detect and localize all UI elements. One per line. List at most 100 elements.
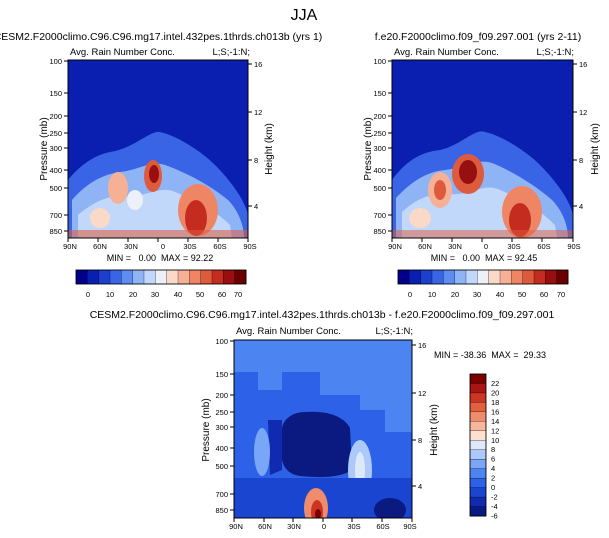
panel-2-colorbar-swatch [409, 269, 422, 285]
panel-1-colorbar-swatch [223, 269, 236, 285]
panel-3-ylabel-right: Height (km) [429, 404, 440, 456]
panel-3-colorbar-swatch [469, 506, 487, 517]
panel-3-colorbar-swatch [469, 373, 487, 384]
panel-3-xtick: 30S [347, 522, 360, 531]
panel-1-xtick: 90S [243, 242, 256, 251]
panel-2-colorbar-swatch [499, 269, 512, 285]
panel-1-subtitle-right: L;S;-1:N; [213, 47, 251, 58]
panel-1-ytick: 250 [49, 129, 62, 138]
panel-2-colorbar-swatch [545, 269, 558, 285]
panel-1-colorbar-label: 60 [218, 290, 226, 299]
panel-3-light-left [254, 428, 270, 476]
panel-2-ytick: 150 [373, 89, 386, 98]
panel-2-colorbar-swatch [533, 269, 546, 285]
panel-1-blob-b-core [149, 165, 159, 183]
panel-1-title: CESM2.F2000climo.C96.C96.mg17.intel.432p… [0, 31, 322, 43]
panel-3-field [234, 340, 412, 518]
panel-3-colorbar-label: 14 [491, 417, 499, 426]
panel-2-blob-b-core [459, 160, 477, 184]
panel-1-blob-c [127, 190, 143, 210]
panel-2-ytick: 700 [373, 211, 386, 220]
panel-3-colorbar-swatch [469, 496, 487, 507]
panel-3-ytick: 400 [215, 444, 228, 453]
panel-2-ytick: 200 [373, 112, 386, 121]
panel-2-ytick: 100 [373, 57, 386, 66]
panel-1-colorbar-swatch [109, 269, 122, 285]
panel-1-colorbar-swatch [75, 269, 88, 285]
panel-1-colorbar-label: 30 [151, 290, 159, 299]
panel-1-colorbar: 0 10 20 30 40 50 60 70 [75, 269, 247, 299]
panel-2-xtick: 60N [418, 242, 432, 251]
panel-2-xtick: 0 [484, 242, 488, 251]
panel-2-colorbar-label: 0 [408, 290, 412, 299]
panel-1-xaxis: 90N 60N 30N 0 30S 60S 90S [63, 238, 257, 251]
panel-1-subtitle-left: Avg. Rain Number Conc. [70, 47, 175, 58]
panel-2-ytick: 850 [373, 227, 386, 236]
panel-2-colorbar-swatch [420, 269, 433, 285]
panel-1-surface-band [68, 230, 248, 238]
panel-2-colorbar-swatch [431, 269, 444, 285]
panel-3-ytick: 200 [215, 391, 228, 400]
panel-1-colorbar-swatch [177, 269, 190, 285]
panel-3-xtick: 0 [322, 522, 326, 531]
panel-3-colorbar-label: 8 [491, 445, 495, 454]
panel-3-colorbar-swatch [469, 402, 487, 413]
panel-1-ytick: 500 [49, 184, 62, 193]
panel-3-colorbar-label: -4 [491, 502, 498, 511]
panel-3-colorbar-swatch [469, 421, 487, 432]
panel-2-colorbar-label: 10 [428, 290, 436, 299]
panel-2-ytick: 250 [373, 129, 386, 138]
panel-3-colorbar-swatch [469, 392, 487, 403]
panel-2-xtick: 90N [388, 242, 402, 251]
panel-2-ylabel-right: Height (km) [590, 123, 601, 175]
panel-2-colorbar-label: 30 [473, 290, 481, 299]
panel-3-title: CESM2.F2000climo.C96.C96.mg17.intel.432p… [90, 309, 555, 321]
panel-3-ytick: 300 [215, 423, 228, 432]
panel-1-ytick: 700 [49, 211, 62, 220]
figure-title: JJA [291, 7, 318, 24]
panel-2-colorbar-label: 20 [451, 290, 459, 299]
panel-2-xtick: 60S [537, 242, 550, 251]
panel-1-colorbar-label: 0 [86, 290, 90, 299]
panel-3-colorbar-label: 2 [491, 474, 495, 483]
panel-2-ytick-right: 16 [579, 60, 587, 69]
panel-2-colorbar-swatch [397, 269, 410, 285]
panel-2-xaxis: 90N 60N 30N 0 30S 60S 90S [388, 238, 581, 251]
panel-1-colorbar-label: 20 [129, 290, 137, 299]
panel-2: f.e20.F2000climo.f09_f09.297.001 (yrs 2-… [363, 31, 601, 299]
panel-3-colorbar-swatch [469, 459, 487, 470]
panel-2-subtitle-right: L;S;-1:N; [537, 47, 575, 58]
panel-3-xtick: 90S [403, 522, 416, 531]
panel-3-upper-steps [234, 372, 412, 432]
panel-1-colorbar-swatch [121, 269, 134, 285]
panel-3-ylabel: Pressure (mb) [201, 398, 212, 461]
panel-3-stratosphere [234, 340, 412, 372]
panel-3-ytick-right: 12 [418, 389, 426, 398]
panel-1-xtick: 90N [63, 242, 77, 251]
panel-2-ytick: 500 [373, 184, 386, 193]
panel-3-colorbar-swatch [469, 477, 487, 489]
panel-3-subtitle-left: Avg. Rain Number Conc. [236, 326, 341, 337]
panel-1-colorbar-swatch [87, 269, 100, 285]
panel-2-title: f.e20.F2000climo.f09_f09.297.001 (yrs 2-… [375, 31, 581, 43]
panel-2-stats: MIN = 0.00 MAX = 92.45 [431, 253, 538, 263]
panel-2-yaxis-right: 16 12 8 4 [573, 60, 587, 211]
panel-2-colorbar-swatch [477, 269, 490, 285]
panel-1-colorbar-swatch [143, 269, 156, 285]
panel-2-subtitle-left: Avg. Rain Number Conc. [394, 47, 499, 58]
panel-2-field [392, 60, 573, 238]
panel-1-ytick-right: 4 [254, 202, 258, 211]
panel-1-colorbar-swatch [155, 269, 168, 285]
panel-3-ytick: 850 [215, 506, 228, 515]
panel-1-colorbar-label: 10 [106, 290, 114, 299]
panel-3-colorbar-swatch [469, 487, 487, 498]
panel-1-ytick: 850 [49, 227, 62, 236]
panel-2-xtick: 90S [567, 242, 580, 251]
panel-3-colorbar-label: 18 [491, 398, 499, 407]
panel-2-colorbar-label: 70 [557, 290, 565, 299]
panel-2-colorbar-swatch [511, 269, 524, 285]
panel-2-colorbar: 0 10 20 30 40 50 60 70 [397, 269, 569, 299]
panel-3-negative-halo [268, 420, 282, 475]
panel-3-colorbar-label: 22 [491, 379, 499, 388]
